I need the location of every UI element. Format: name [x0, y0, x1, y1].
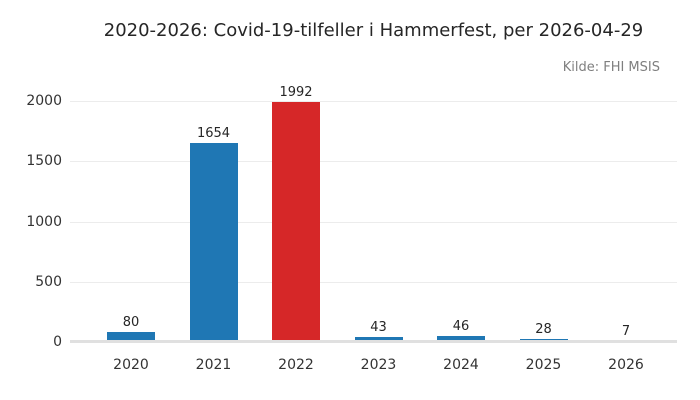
bar-value-label-2022: 1992 — [279, 85, 313, 100]
plot-area: 80 1654 1992 43 46 28 7 — [70, 85, 677, 343]
x-tick-label-2025: 2025 — [525, 357, 562, 373]
bar-2020 — [107, 332, 155, 342]
x-axis-line — [70, 340, 677, 343]
y-tick-label-2000: 2000 — [26, 93, 62, 109]
x-tick-label-2020: 2020 — [113, 357, 149, 373]
x-tick-label-2026: 2026 — [608, 357, 644, 373]
bar-value-label-2021: 1654 — [196, 126, 231, 141]
bar-value-label-2024: 46 — [452, 319, 470, 334]
x-tick-label-2022: 2022 — [278, 357, 314, 373]
bar-2024 — [437, 336, 485, 342]
bar-value-label-2023: 43 — [370, 320, 387, 335]
gridline-500 — [70, 281, 677, 283]
bar-value-label-2025: 28 — [535, 322, 552, 337]
chart-title: 2020-2026: Covid-19-tilfeller i Hammerfe… — [103, 20, 644, 41]
source-label: Kilde: FHI MSIS — [562, 60, 660, 75]
bar-2021 — [189, 143, 238, 342]
y-tick-label-0: 0 — [53, 334, 62, 350]
y-tick-label-1000: 1000 — [26, 213, 62, 230]
bar-2022 — [272, 102, 320, 342]
x-tick-label-2021: 2021 — [195, 357, 232, 373]
x-tick-label-2024: 2024 — [443, 357, 479, 373]
y-tick-label-1500: 1500 — [26, 153, 62, 170]
gridline-1000 — [70, 221, 677, 223]
x-tick-label-2023: 2023 — [360, 357, 397, 373]
gridline-1500 — [70, 161, 677, 163]
y-tick-label-500: 500 — [35, 273, 62, 290]
bar-2023 — [354, 337, 403, 342]
gridline-2000 — [70, 101, 677, 102]
bar-value-label-2026: 7 — [621, 324, 631, 339]
bar-value-label-2020: 80 — [122, 315, 140, 330]
